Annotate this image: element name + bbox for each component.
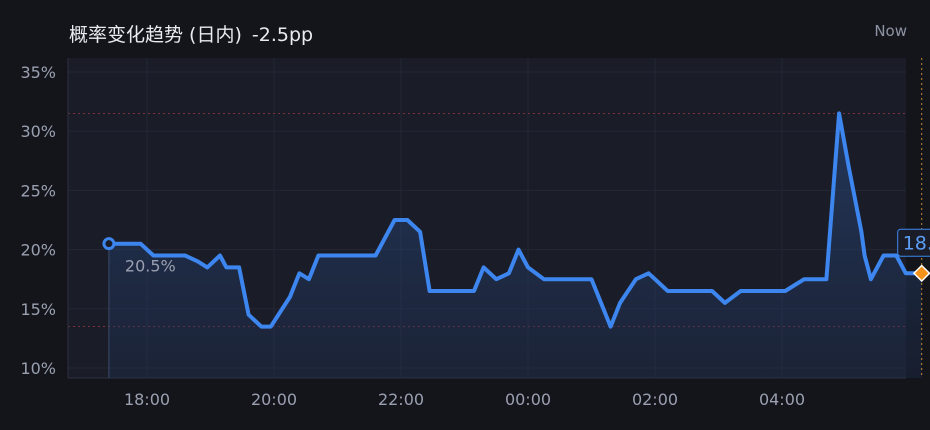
y-tick-label: 10% — [20, 359, 56, 378]
y-tick-label: 30% — [20, 122, 56, 141]
x-tick-label: 18:00 — [124, 390, 170, 409]
series-area — [108, 113, 922, 379]
end-value-label: 18.0% — [903, 232, 930, 254]
x-tick-label: 02:00 — [632, 390, 678, 409]
y-tick-label: 15% — [20, 300, 56, 319]
now-label: Now — [874, 22, 907, 40]
y-axis-ticks: 10% 15% 20% 25% 30% 35% — [20, 63, 56, 378]
x-tick-label: 20:00 — [251, 390, 297, 409]
x-axis-ticks: 18:00 20:00 22:00 00:00 02:00 04:00 — [124, 390, 805, 409]
start-value-label: 20.5% — [125, 257, 176, 276]
end-value-box — [897, 228, 930, 257]
chart-title-row: 概率变化趋势 (日内) -2.5pp — [69, 20, 313, 47]
y-tick-label: 35% — [20, 63, 56, 82]
series-line — [106, 111, 924, 329]
x-tick-label: 22:00 — [378, 390, 424, 409]
end-marker — [912, 264, 930, 283]
chart-title: 概率变化趋势 (日内) — [69, 24, 242, 46]
start-marker — [102, 237, 116, 251]
y-tick-label: 25% — [20, 181, 56, 200]
x-tick-label: 00:00 — [505, 390, 551, 409]
change-value: -2.5pp — [251, 24, 314, 46]
y-tick-label: 20% — [20, 241, 56, 260]
x-tick-label: 04:00 — [759, 390, 805, 409]
